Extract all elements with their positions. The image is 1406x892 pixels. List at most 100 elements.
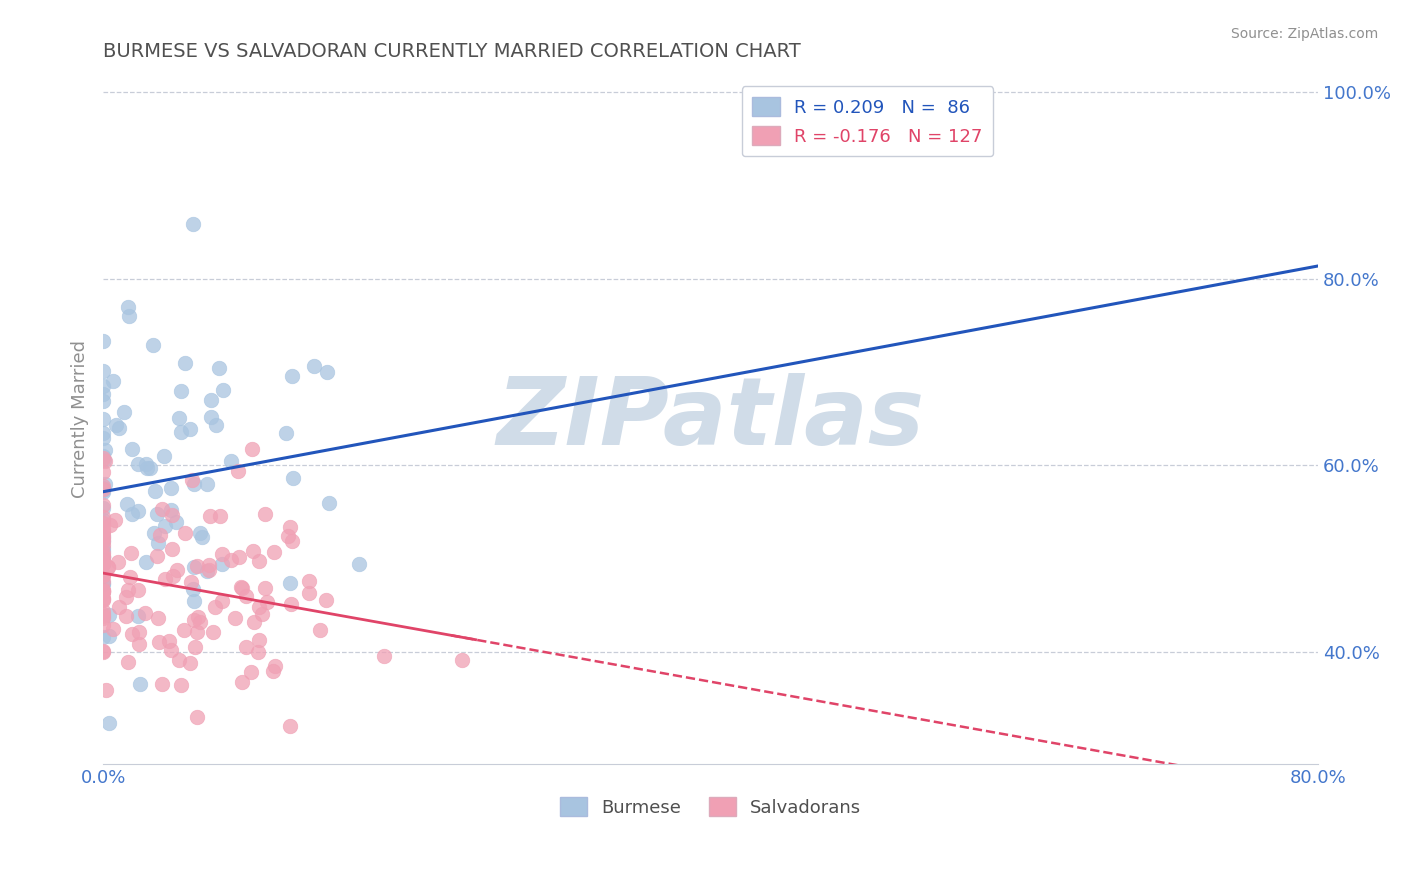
Point bbox=[91, 510, 114, 524]
Point bbox=[160, 508, 183, 522]
Point bbox=[91, 533, 114, 548]
Point bbox=[205, 418, 228, 433]
Point bbox=[166, 563, 188, 577]
Point bbox=[247, 554, 270, 568]
Point bbox=[159, 643, 181, 657]
Point bbox=[117, 300, 139, 314]
Point bbox=[169, 384, 191, 398]
Point bbox=[209, 508, 232, 523]
Point bbox=[179, 656, 201, 670]
Point bbox=[91, 521, 114, 535]
Point bbox=[91, 584, 114, 599]
Point bbox=[202, 624, 225, 639]
Point bbox=[127, 608, 149, 623]
Point bbox=[91, 484, 114, 499]
Point bbox=[91, 631, 114, 645]
Point bbox=[91, 611, 114, 625]
Point bbox=[183, 560, 205, 574]
Point bbox=[97, 559, 120, 574]
Point bbox=[148, 536, 170, 550]
Point bbox=[118, 570, 141, 584]
Point bbox=[91, 394, 114, 409]
Point bbox=[297, 585, 319, 599]
Point bbox=[97, 559, 120, 574]
Point bbox=[91, 483, 114, 497]
Point bbox=[229, 580, 252, 594]
Point bbox=[281, 471, 304, 485]
Point bbox=[186, 559, 208, 574]
Point bbox=[93, 453, 115, 467]
Point bbox=[91, 546, 114, 560]
Point bbox=[173, 356, 195, 370]
Point bbox=[188, 615, 211, 629]
Point bbox=[451, 653, 474, 667]
Point bbox=[108, 599, 131, 614]
Point bbox=[148, 634, 170, 648]
Point bbox=[91, 379, 114, 393]
Point bbox=[278, 575, 301, 590]
Point bbox=[146, 549, 169, 564]
Point bbox=[180, 574, 202, 589]
Point bbox=[98, 518, 121, 533]
Point bbox=[228, 549, 250, 564]
Point bbox=[160, 542, 183, 557]
Point bbox=[91, 643, 114, 657]
Point bbox=[243, 615, 266, 629]
Point bbox=[281, 534, 304, 549]
Point bbox=[211, 383, 233, 397]
Point bbox=[247, 644, 270, 658]
Point bbox=[308, 623, 330, 637]
Point bbox=[166, 515, 188, 529]
Point bbox=[208, 361, 231, 376]
Point bbox=[91, 604, 114, 618]
Point bbox=[121, 507, 143, 521]
Point bbox=[93, 549, 115, 564]
Point bbox=[157, 633, 180, 648]
Point bbox=[91, 531, 114, 545]
Point bbox=[91, 516, 114, 530]
Point bbox=[91, 607, 114, 621]
Point bbox=[170, 425, 193, 439]
Point bbox=[127, 458, 149, 472]
Point bbox=[128, 625, 150, 640]
Point bbox=[242, 544, 264, 558]
Point bbox=[160, 481, 183, 495]
Point bbox=[181, 582, 204, 596]
Point bbox=[298, 574, 321, 588]
Point bbox=[91, 541, 114, 556]
Point bbox=[170, 678, 193, 692]
Point bbox=[254, 507, 277, 521]
Point bbox=[91, 524, 114, 538]
Point bbox=[174, 526, 197, 541]
Point bbox=[235, 640, 257, 655]
Point bbox=[315, 593, 337, 607]
Point bbox=[91, 550, 114, 565]
Point bbox=[211, 547, 233, 561]
Point bbox=[315, 365, 337, 379]
Point bbox=[91, 387, 114, 401]
Point bbox=[200, 409, 222, 424]
Point bbox=[134, 606, 156, 620]
Point bbox=[198, 508, 221, 523]
Point bbox=[145, 507, 167, 521]
Point bbox=[91, 558, 114, 572]
Point bbox=[318, 496, 340, 510]
Point bbox=[128, 636, 150, 650]
Point bbox=[91, 528, 114, 542]
Point bbox=[117, 583, 139, 598]
Point bbox=[118, 309, 141, 323]
Point bbox=[91, 501, 114, 516]
Point bbox=[91, 568, 114, 582]
Point bbox=[91, 558, 114, 572]
Point bbox=[91, 567, 114, 582]
Point bbox=[200, 392, 222, 407]
Point bbox=[198, 558, 221, 572]
Point bbox=[91, 576, 114, 591]
Point bbox=[91, 478, 114, 492]
Point bbox=[235, 589, 257, 603]
Point bbox=[94, 683, 117, 698]
Point bbox=[94, 476, 117, 491]
Point bbox=[277, 528, 299, 542]
Point bbox=[240, 442, 263, 457]
Point bbox=[135, 555, 157, 569]
